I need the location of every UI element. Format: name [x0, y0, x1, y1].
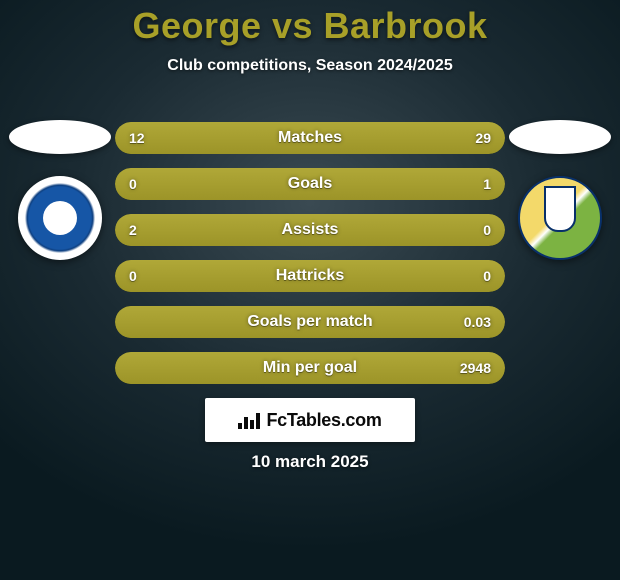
stat-label: Matches: [115, 122, 505, 154]
left-club-crest: [18, 176, 102, 260]
stat-label: Min per goal: [115, 352, 505, 384]
left-flag: [9, 120, 111, 154]
stat-bar: 00Hattricks: [115, 260, 505, 292]
stat-label: Hattricks: [115, 260, 505, 292]
right-flag: [509, 120, 611, 154]
stat-bar: 01Goals: [115, 168, 505, 200]
stat-bar: 1229Matches: [115, 122, 505, 154]
stat-bar: 20Assists: [115, 214, 505, 246]
stat-bars: 1229Matches 01Goals 20Assists 00Hattricks 0.…: [115, 122, 505, 384]
stat-bar: 2948Min per goal: [115, 352, 505, 384]
page-title: George vs Barbrook: [0, 5, 620, 47]
right-club-crest: [518, 176, 602, 260]
brand-text: FcTables.com: [266, 410, 381, 431]
comparison-card: George vs Barbrook Club competitions, Se…: [0, 0, 620, 580]
date-text: 10 march 2025: [0, 452, 620, 472]
right-player-column: [505, 120, 615, 260]
stat-label: Assists: [115, 214, 505, 246]
left-player-column: [5, 120, 115, 260]
stat-bar: 0.03Goals per match: [115, 306, 505, 338]
stat-label: Goals: [115, 168, 505, 200]
brand-bars-icon: [238, 411, 260, 429]
subtitle: Club competitions, Season 2024/2025: [0, 57, 620, 75]
brand-badge: FcTables.com: [205, 398, 415, 442]
stat-label: Goals per match: [115, 306, 505, 338]
